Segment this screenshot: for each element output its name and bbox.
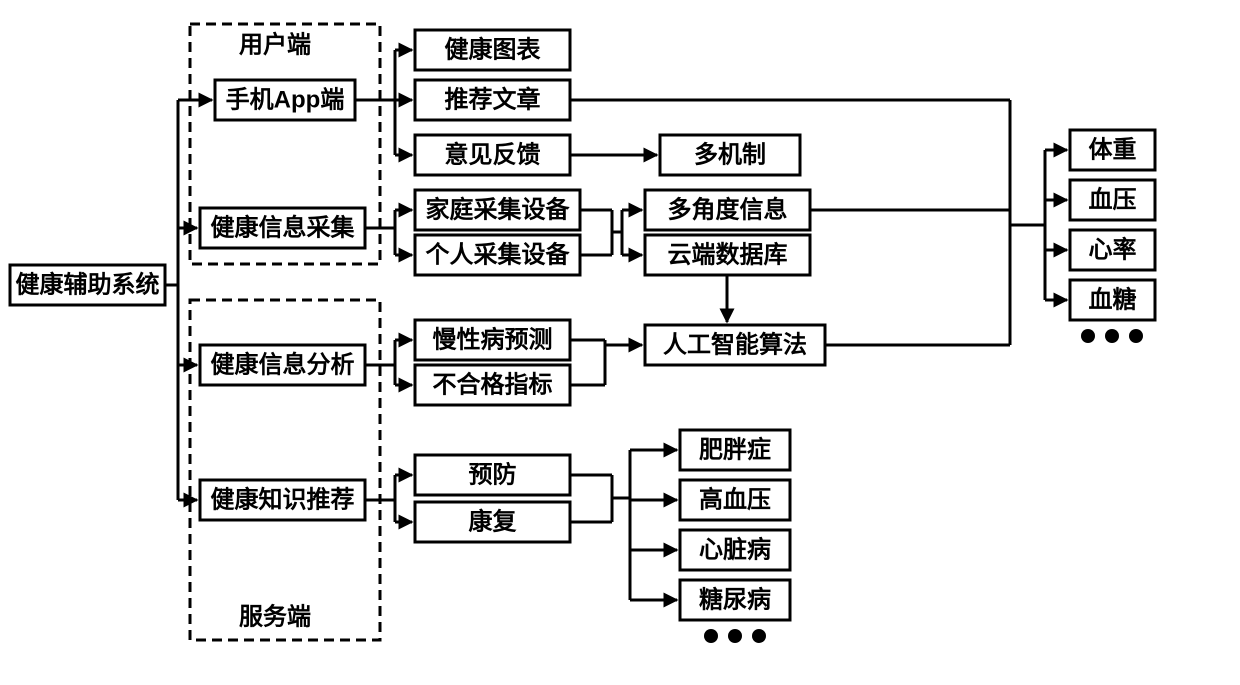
node-chronic: 慢性病预测 xyxy=(415,320,570,360)
node-label-weight: 体重 xyxy=(1089,137,1137,164)
node-label-chronic: 慢性病预测 xyxy=(433,326,553,354)
node-label-collect: 健康信息采集 xyxy=(211,214,356,242)
node-label-hypertension: 高血压 xyxy=(699,486,771,514)
node-rehab: 康复 xyxy=(415,502,570,542)
node-heart: 心脏病 xyxy=(680,530,790,570)
node-label-multi_angle: 多角度信息 xyxy=(668,196,788,224)
node-client_label: 用户端 xyxy=(239,31,311,59)
node-ai_algo: 人工智能算法 xyxy=(645,325,825,365)
node-label-article: 推荐文章 xyxy=(445,86,541,114)
node-cloud_db: 云端数据库 xyxy=(645,235,810,275)
node-root: 健康辅助系统 xyxy=(10,265,165,305)
node-multi_mech: 多机制 xyxy=(660,135,800,175)
node-label-diabetes: 糖尿病 xyxy=(699,586,771,614)
node-weight: 体重 xyxy=(1070,130,1155,170)
node-label-recommend: 健康知识推荐 xyxy=(211,486,355,514)
node-label-cloud_db: 云端数据库 xyxy=(668,242,788,269)
node-app: 手机App端 xyxy=(215,80,355,120)
node-prevent: 预防 xyxy=(415,455,570,495)
node-label-root: 健康辅助系统 xyxy=(16,271,160,299)
node-server_label: 服务端 xyxy=(239,603,311,631)
diagram-root: 健康辅助系统 用户端服务端 手机App端健康信息采集健康信息分析健康知识推荐 健康图表… xyxy=(0,0,1240,685)
ellipsis-metrics xyxy=(1081,329,1143,343)
node-label-heart: 心脏病 xyxy=(699,536,771,564)
node-label-server_label: 服务端 xyxy=(239,603,311,631)
node-home_dev: 家庭采集设备 xyxy=(415,190,580,230)
node-label-personal_dev: 个人采集设备 xyxy=(426,241,571,269)
node-collect: 健康信息采集 xyxy=(200,208,365,248)
node-analysis: 健康信息分析 xyxy=(200,345,365,385)
node-bp: 血压 xyxy=(1070,180,1155,220)
node-article: 推荐文章 xyxy=(415,80,570,120)
node-glucose: 血糖 xyxy=(1070,280,1155,320)
node-label-client_label: 用户端 xyxy=(239,31,311,59)
node-label-badmetric: 不合格指标 xyxy=(433,371,553,399)
node-label-ai_algo: 人工智能算法 xyxy=(663,331,807,359)
node-recommend: 健康知识推荐 xyxy=(200,480,365,520)
node-hypertension: 高血压 xyxy=(680,480,790,520)
node-label-multi_mech: 多机制 xyxy=(694,142,766,169)
node-label-rehab: 康复 xyxy=(469,508,518,536)
node-label-app: 手机App端 xyxy=(226,86,345,114)
node-hr: 心率 xyxy=(1070,230,1155,270)
node-multi_angle: 多角度信息 xyxy=(645,190,810,230)
node-obesity: 肥胖症 xyxy=(680,430,790,470)
node-label-feedback: 意见反馈 xyxy=(445,141,541,169)
node-label-hr: 心率 xyxy=(1089,236,1137,264)
node-label-prevent: 预防 xyxy=(469,461,517,489)
node-label-chart: 健康图表 xyxy=(445,36,542,64)
node-diabetes: 糖尿病 xyxy=(680,580,790,620)
node-chart: 健康图表 xyxy=(415,30,570,70)
node-label-analysis: 健康信息分析 xyxy=(211,351,355,379)
node-label-obesity: 肥胖症 xyxy=(699,436,771,464)
node-feedback: 意见反馈 xyxy=(415,135,570,175)
node-label-glucose: 血糖 xyxy=(1089,286,1137,314)
node-badmetric: 不合格指标 xyxy=(415,365,570,405)
ellipsis-diseases xyxy=(704,629,766,643)
node-personal_dev: 个人采集设备 xyxy=(415,235,580,275)
node-label-bp: 血压 xyxy=(1089,186,1137,214)
node-label-home_dev: 家庭采集设备 xyxy=(426,196,571,224)
